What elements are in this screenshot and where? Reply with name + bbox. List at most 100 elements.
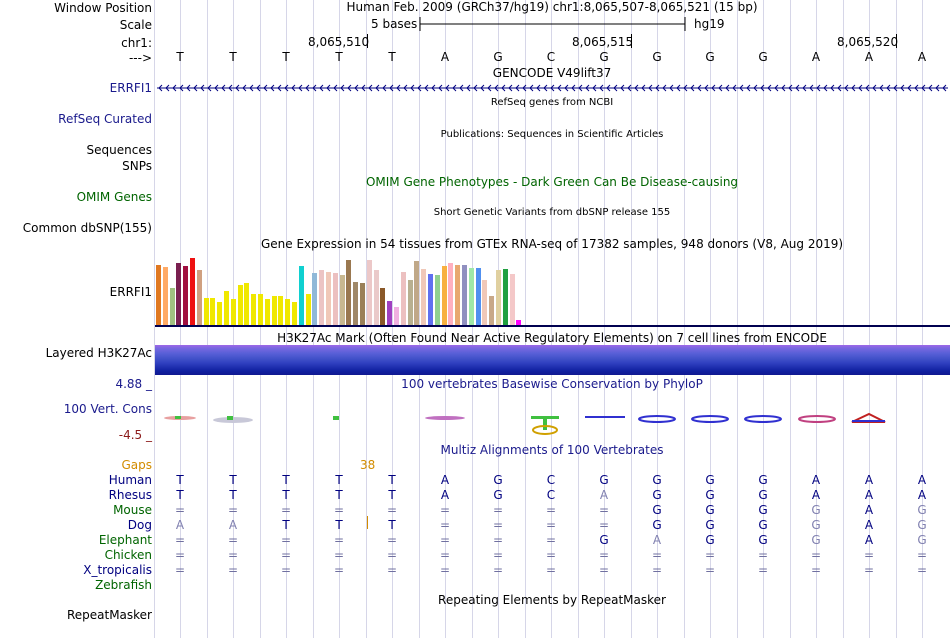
aligned-base: = [227, 533, 239, 547]
aligned-base: G [652, 503, 662, 517]
gtex-tissue-bar[interactable] [509, 274, 515, 326]
gtex-tissue-bar[interactable] [183, 266, 189, 326]
gtex-gene-label[interactable]: ERRFI1 [109, 285, 152, 299]
gtex-tissue-bar[interactable] [496, 270, 501, 326]
dbsnp-track-label[interactable]: Common dbSNP(155) [22, 221, 152, 235]
aligned-base: T [176, 473, 184, 487]
gtex-tissue-bar[interactable] [258, 294, 263, 326]
phylop-track-label[interactable]: 100 Vert. Cons [63, 402, 152, 416]
gtex-tissue-bar[interactable] [414, 261, 420, 326]
gtex-tissue-bar[interactable] [339, 275, 345, 326]
phylop-logo-glyphs[interactable] [155, 408, 950, 438]
phylop-max-value: 4.88 _ [115, 377, 152, 391]
publications-track-label[interactable]: Sequences [86, 143, 152, 157]
gridline [763, 0, 764, 638]
gtex-tissue-bar[interactable] [353, 282, 359, 326]
species-label[interactable]: Chicken [104, 548, 152, 562]
browser-track-image[interactable]: Human Feb. 2009 (GRCh37/hg19) chr1:8,065… [154, 0, 950, 638]
gridline [525, 0, 526, 638]
gtex-tissue-bar[interactable] [217, 302, 223, 326]
aligned-base: G [599, 533, 609, 547]
gtex-tissue-bar[interactable] [292, 302, 297, 326]
gtex-tissue-bar[interactable] [428, 274, 433, 326]
gtex-tissue-bar[interactable] [244, 283, 250, 326]
gtex-tissue-bar[interactable] [285, 299, 291, 326]
gtex-tissue-bar[interactable] [203, 298, 209, 326]
refseq-track-label[interactable]: RefSeq Curated [58, 112, 152, 126]
aligned-base: G [758, 488, 768, 502]
gtex-tissue-bar[interactable] [380, 288, 386, 326]
gtex-tissue-bar[interactable] [373, 270, 379, 326]
gtex-tissue-bar[interactable] [502, 269, 508, 326]
aligned-base: = [280, 503, 292, 517]
gtex-tissue-bar[interactable] [516, 320, 522, 326]
gtex-tissue-bar[interactable] [332, 273, 338, 326]
aligned-base: G [705, 533, 715, 547]
gtex-tissue-bar[interactable] [224, 291, 229, 326]
aligned-base: = [757, 548, 769, 562]
h3k27ac-signal-band[interactable] [155, 345, 950, 375]
snps-track-label[interactable]: SNPs [122, 159, 152, 173]
gtex-tissue-bar[interactable] [421, 269, 427, 326]
gtex-bar-chart[interactable] [155, 252, 535, 326]
gtex-tissue-bar[interactable] [190, 258, 195, 326]
aligned-base: T [229, 488, 237, 502]
gtex-tissue-bar[interactable] [156, 265, 161, 326]
gtex-tissue-bar[interactable] [434, 275, 440, 326]
gtex-tissue-bar[interactable] [400, 272, 406, 326]
species-label[interactable]: Rhesus [108, 488, 152, 502]
omim-track-label[interactable]: OMIM Genes [76, 190, 152, 204]
gtex-tissue-bar[interactable] [366, 260, 372, 326]
gtex-tissue-bar[interactable] [407, 280, 413, 326]
gtex-tissue-bar[interactable] [305, 294, 311, 326]
gtex-tissue-bar[interactable] [278, 296, 284, 326]
gtex-tissue-bar[interactable] [455, 265, 461, 326]
gtex-tissue-bar[interactable] [176, 263, 182, 326]
gtex-tissue-bar[interactable] [162, 267, 168, 326]
gencode-gene-model[interactable] [155, 82, 950, 94]
aligned-base: G [811, 533, 821, 547]
sequence-base: T [282, 50, 290, 64]
gtex-tissue-bar[interactable] [237, 285, 243, 326]
gtex-tissue-bar[interactable] [169, 288, 175, 326]
gtex-tissue-bar[interactable] [489, 296, 495, 326]
gtex-tissue-bar[interactable] [264, 299, 270, 326]
gtex-tissue-bar[interactable] [394, 307, 399, 326]
gap-insertion-mark [367, 516, 368, 529]
gtex-tissue-bar[interactable] [475, 268, 481, 326]
gtex-tissue-bar[interactable] [230, 299, 236, 326]
gencode-gene-label[interactable]: ERRFI1 [109, 81, 152, 95]
gtex-tissue-bar[interactable] [448, 263, 454, 326]
gtex-tissue-bar[interactable] [346, 260, 352, 326]
gtex-tissue-bar[interactable] [387, 301, 393, 326]
gtex-tissue-bar[interactable] [298, 266, 304, 326]
aligned-base: T [388, 473, 396, 487]
gtex-tissue-bar[interactable] [468, 268, 474, 326]
aligned-base: G [652, 473, 662, 487]
species-label[interactable]: Elephant [98, 533, 152, 547]
gtex-tissue-bar[interactable] [210, 298, 216, 326]
phylop-glyph [164, 416, 196, 420]
species-label[interactable]: Zebrafish [95, 578, 152, 592]
gtex-tissue-bar[interactable] [326, 272, 331, 326]
gtex-tissue-bar[interactable] [319, 270, 325, 326]
aligned-base: T [388, 518, 396, 532]
gtex-tissue-bar[interactable] [251, 294, 257, 326]
track-label-column: Window Position Scale chr1: ---> ERRFI1 … [0, 0, 154, 638]
gtex-tissue-bar[interactable] [441, 266, 447, 326]
gtex-tissue-bar[interactable] [312, 273, 318, 326]
species-label[interactable]: X_tropicalis [83, 563, 152, 577]
aligned-base: T [282, 488, 290, 502]
h3k27ac-track-label[interactable]: Layered H3K27Ac [45, 346, 152, 360]
gtex-tissue-bar[interactable] [196, 270, 202, 326]
gtex-tissue-bar[interactable] [271, 296, 277, 326]
gtex-tissue-bar[interactable] [482, 280, 488, 326]
gtex-tissue-bar[interactable] [462, 265, 467, 326]
repeatmasker-track-label[interactable]: RepeatMasker [66, 608, 152, 622]
species-label[interactable]: Dog [127, 518, 152, 532]
species-label[interactable]: Human [108, 473, 152, 487]
aligned-base: = [545, 548, 557, 562]
phylop-glyph [213, 416, 253, 423]
gtex-tissue-bar[interactable] [360, 283, 365, 326]
species-label[interactable]: Mouse [113, 503, 152, 517]
